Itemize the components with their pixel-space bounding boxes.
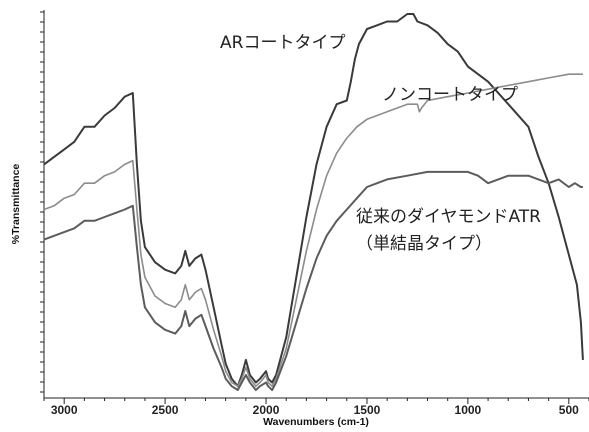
series-label-non-coat: ノンコートタイプ: [382, 85, 518, 105]
series-label-conventional-line2: （単結晶タイプ）: [356, 234, 492, 254]
x-tick-label: 500: [559, 403, 579, 417]
x-tick-label: 3000: [51, 403, 78, 417]
series-group: [43, 13, 584, 391]
x-axis-title: Wavenumbers (cm-1): [263, 416, 369, 428]
y-axis-ticks: [40, 11, 44, 393]
x-tick-label: 2500: [152, 403, 179, 417]
x-tick-label: 1500: [354, 403, 381, 417]
series-line-3: [43, 170, 583, 391]
y-axis-title: %Transmittance: [10, 164, 22, 245]
series-label-conventional-line1: 従来のダイヤモンドATR: [356, 207, 541, 227]
x-axis-ticks: 3000 2500 2000 1500 1000 500: [43, 398, 589, 417]
series-label-ar-coat: ARコートタイプ: [220, 33, 345, 53]
series-line-1: [43, 13, 584, 388]
x-tick-label: 2000: [253, 403, 280, 417]
series-line-2: [43, 73, 583, 387]
x-tick-label: 1000: [455, 403, 482, 417]
